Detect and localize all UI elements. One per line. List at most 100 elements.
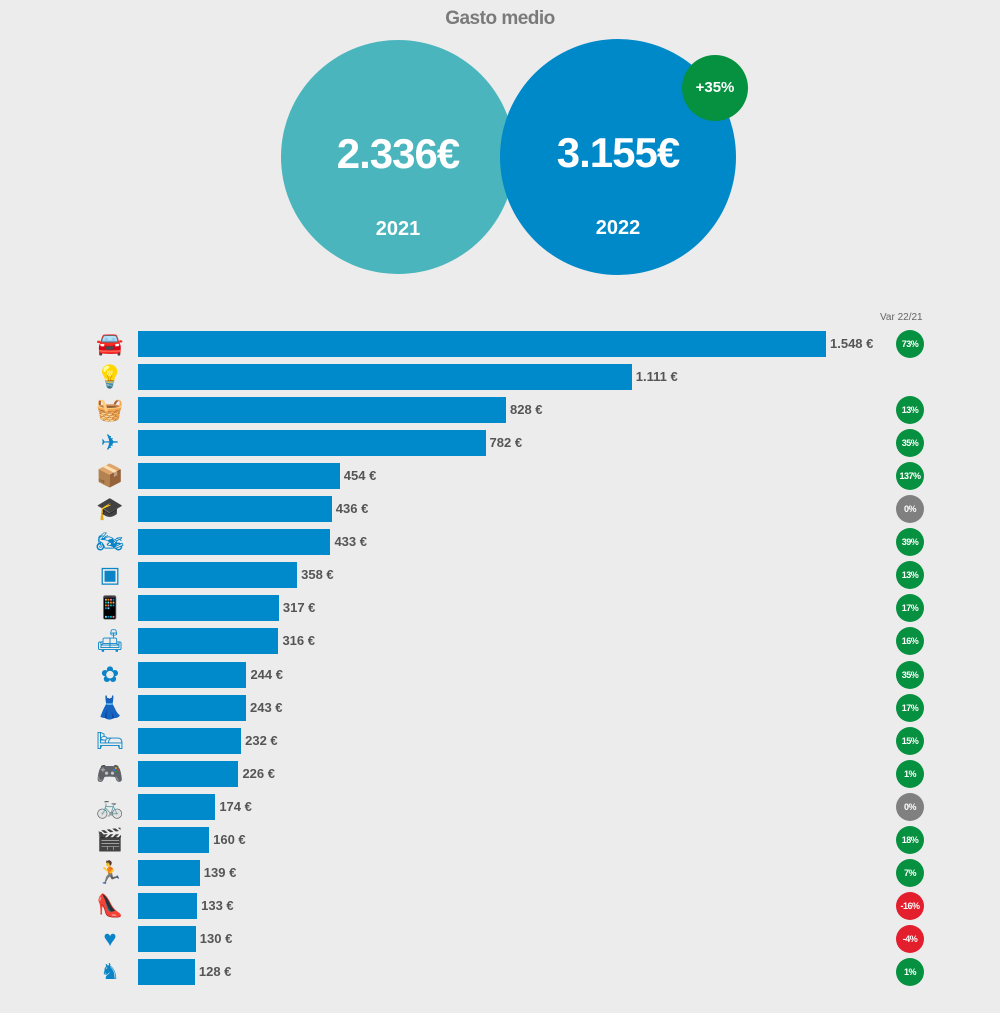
amount-2021: 2.336€ bbox=[336, 130, 460, 177]
value-label: 243 € bbox=[250, 699, 283, 715]
bar bbox=[138, 430, 486, 457]
value-label: 782 € bbox=[489, 435, 523, 451]
bar-row: ♞ 128 € 1% bbox=[0, 957, 1000, 986]
value-label: 433 € bbox=[334, 534, 367, 550]
var-header: Var 22/21 bbox=[880, 312, 923, 323]
box-icon: 📦 bbox=[96, 463, 124, 489]
car-icon: 🚘 bbox=[96, 331, 124, 356]
var-badge: 16% bbox=[896, 627, 924, 656]
amount-2022: 3.155€ bbox=[556, 129, 680, 176]
value-label: 174 € bbox=[219, 798, 252, 814]
high-heel-icon: 👠 bbox=[96, 892, 124, 918]
phone-icon: 📱 bbox=[96, 595, 124, 621]
value-label: 317 € bbox=[282, 600, 316, 616]
var-badge: -4% bbox=[896, 924, 924, 953]
bar-row: 🎮 226 € 1% bbox=[0, 759, 1000, 788]
year-2021: 2021 bbox=[375, 218, 421, 240]
var-badge: 15% bbox=[896, 726, 924, 755]
var-badge: -16% bbox=[896, 891, 924, 920]
value-label: 1.111 € bbox=[635, 369, 678, 385]
bar-row: 👗 243 € 17% bbox=[0, 693, 1000, 722]
var-badge: 35% bbox=[896, 429, 924, 458]
var-badge: 0% bbox=[896, 792, 924, 821]
var-badge: 1% bbox=[896, 957, 924, 986]
bar-row: 🧺 828 € 13% bbox=[0, 396, 1000, 425]
value-label: 1.548 € bbox=[830, 336, 874, 351]
bar bbox=[138, 892, 198, 919]
bar bbox=[138, 661, 247, 688]
change-badge: +35% bbox=[682, 55, 748, 121]
bar-row: 🏃 139 € 7% bbox=[0, 858, 1000, 887]
bar bbox=[138, 694, 246, 721]
var-badge: 17% bbox=[896, 693, 924, 722]
plane-icon: ✈ bbox=[100, 430, 120, 456]
lightbulb-icon: 💡 bbox=[96, 364, 124, 390]
bar-row: ♥ 130 € -4% bbox=[0, 924, 1000, 953]
bar-row: 📱 317 € 17% bbox=[0, 594, 1000, 623]
year-2022: 2022 bbox=[595, 217, 641, 239]
bar-row: 🚲 174 € 0% bbox=[0, 792, 1000, 821]
basket-icon: 🧺 bbox=[96, 397, 124, 423]
bicycle-icon: 🚲 bbox=[96, 793, 124, 819]
runner-icon: 🏃 bbox=[96, 859, 124, 885]
bar bbox=[138, 727, 242, 754]
value-label: 160 € bbox=[213, 831, 246, 847]
value-label: 139 € bbox=[203, 864, 237, 880]
rocking-horse-icon: ♞ bbox=[100, 958, 120, 984]
var-badge: 35% bbox=[896, 660, 924, 689]
value-label: 244 € bbox=[250, 666, 283, 682]
gamepad-icon: 🎮 bbox=[96, 760, 124, 786]
value-label: 226 € bbox=[242, 765, 275, 781]
var-badge: 18% bbox=[896, 825, 924, 854]
bar bbox=[138, 397, 506, 424]
bar-row: 🛋 316 € 16% bbox=[0, 627, 1000, 656]
bed-icon: 🛏 bbox=[96, 727, 124, 753]
bar-row: ▣ 358 € 13% bbox=[0, 561, 1000, 590]
circle-2021: 2.336€ 2021 bbox=[281, 40, 515, 274]
bar bbox=[138, 463, 340, 490]
value-label: 454 € bbox=[343, 468, 377, 484]
bar-row: 🏍 433 € 39% bbox=[0, 528, 1000, 557]
washing-machine-icon: ▣ bbox=[99, 562, 121, 588]
var-badge: 0% bbox=[896, 495, 924, 524]
value-label: 436 € bbox=[335, 501, 369, 517]
bar-row: ✿ 244 € 35% bbox=[0, 660, 1000, 689]
motorcycle-icon: 🏍 bbox=[96, 529, 124, 555]
bar bbox=[138, 562, 298, 589]
bar bbox=[138, 958, 195, 985]
pacifier-icon: ✿ bbox=[100, 661, 120, 687]
bar bbox=[138, 628, 279, 655]
bar bbox=[138, 925, 196, 952]
value-label: 316 € bbox=[282, 633, 315, 649]
graduation-cap-icon: 🎓 bbox=[96, 496, 124, 522]
var-badge: 1% bbox=[896, 759, 924, 788]
value-label: 130 € bbox=[199, 930, 233, 946]
bar bbox=[138, 331, 826, 357]
sofa-icon: 🛋 bbox=[96, 628, 124, 654]
bar bbox=[138, 859, 200, 886]
dress-icon: 👗 bbox=[96, 694, 124, 720]
value-label: 133 € bbox=[201, 897, 234, 913]
bar-row: 🎬 160 € 18% bbox=[0, 825, 1000, 854]
bar bbox=[138, 529, 331, 556]
bar bbox=[138, 595, 279, 622]
bar bbox=[138, 364, 632, 391]
bar-row: 🚘 1.548 € 73% bbox=[0, 330, 1000, 358]
heart-icon: ♥ bbox=[103, 925, 117, 951]
clapperboard-icon: 🎬 bbox=[96, 826, 124, 852]
bar bbox=[138, 793, 216, 820]
bar-row: 🛏 232 € 15% bbox=[0, 726, 1000, 755]
var-badge: 73% bbox=[896, 330, 924, 358]
bar bbox=[138, 496, 332, 523]
value-label: 232 € bbox=[245, 732, 278, 748]
var-badge: 13% bbox=[896, 561, 924, 590]
bar-row: 💡 1.111 € bbox=[0, 364, 1000, 391]
bar-row: 👠 133 € -16% bbox=[0, 891, 1000, 920]
bar-row: 🎓 436 € 0% bbox=[0, 495, 1000, 524]
bar bbox=[138, 760, 239, 787]
bar-row: 📦 454 € 137% bbox=[0, 462, 1000, 491]
bar bbox=[138, 826, 210, 853]
var-badge: 17% bbox=[896, 594, 924, 623]
var-badge: 137% bbox=[896, 462, 924, 491]
